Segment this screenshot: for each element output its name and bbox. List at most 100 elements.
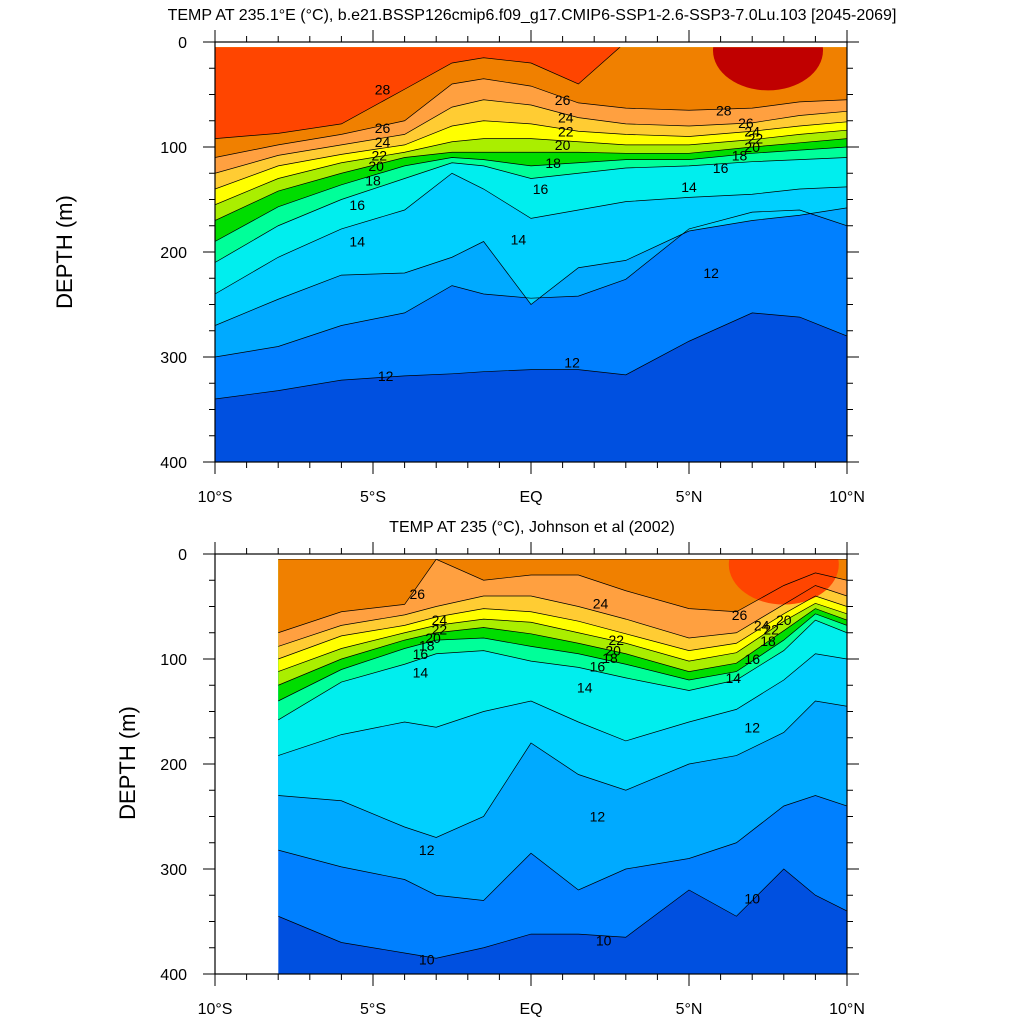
contour-label: 20	[425, 630, 441, 646]
warm-core-region	[728, 559, 839, 605]
isotherm-line	[215, 99, 847, 174]
contour-label: 20	[776, 612, 792, 628]
y-tick-label: 0	[178, 35, 187, 52]
bottom-panel-title: TEMP AT 235 (°C), Johnson et al (2002)	[389, 519, 675, 536]
isotherm-line	[278, 559, 847, 634]
contour-label: 24	[558, 110, 574, 126]
temperature-band	[278, 559, 847, 633]
contour-label: 16	[349, 197, 365, 213]
y-tick-label: 400	[160, 967, 187, 984]
warm-core-region	[713, 47, 823, 91]
temperature-band	[278, 554, 847, 559]
isotherm-line	[215, 172, 847, 295]
y-tick-label: 300	[160, 350, 187, 367]
isotherm-line	[278, 795, 847, 901]
contour-label: 16	[413, 646, 429, 662]
contour-label: 14	[413, 665, 429, 681]
contour-label: 10	[744, 890, 760, 906]
contour-label: 26	[732, 607, 748, 623]
contour-label: 24	[593, 595, 609, 611]
contour-label: 28	[716, 102, 732, 118]
contour-label: 12	[744, 719, 760, 735]
isotherm-line	[278, 585, 847, 647]
contour-label: 10	[419, 951, 435, 967]
x-tick-label: EQ	[519, 1001, 542, 1018]
contour-label: 10	[596, 932, 612, 948]
isotherm-line	[278, 700, 847, 838]
panel-1-plot: 010020030040010°S5°SEQ5°N10°N26242220181…	[160, 542, 865, 1018]
contour-label: 14	[349, 234, 365, 250]
contour-label: 24	[754, 617, 770, 633]
contour-label: 12	[590, 809, 606, 825]
y-tick-label: 200	[160, 245, 187, 262]
x-tick-label: 10°N	[829, 1001, 865, 1018]
y-tick-label: 200	[160, 757, 187, 774]
contour-label: 26	[375, 120, 391, 136]
contour-label: 18	[419, 637, 435, 653]
bottom-panel-y-axis-label: DEPTH (m)	[115, 706, 140, 820]
contour-label: 22	[748, 131, 764, 147]
contour-label: 14	[681, 179, 697, 195]
x-tick-label: EQ	[519, 489, 542, 506]
isotherm-line	[278, 653, 847, 756]
contour-label: 26	[738, 115, 754, 131]
isotherm-line	[215, 129, 847, 206]
contour-label: 26	[409, 586, 425, 602]
contour-label: 22	[609, 632, 625, 648]
isotherm-line	[215, 47, 621, 139]
isotherm-line	[215, 207, 847, 326]
isotherm-line	[215, 146, 847, 242]
contour-label: 18	[545, 155, 561, 171]
contour-label: 14	[577, 679, 593, 695]
x-tick-label: 5°S	[360, 1001, 386, 1018]
isotherm-line	[215, 78, 847, 158]
panel-0-fill	[215, 47, 847, 462]
y-tick-label: 300	[160, 862, 187, 879]
x-tick-label: 10°N	[829, 489, 865, 506]
isotherm-line	[278, 868, 847, 959]
contour-label: 12	[564, 354, 580, 370]
contour-label: 24	[744, 123, 760, 139]
contour-label: 22	[432, 622, 448, 638]
contour-label: 18	[732, 147, 748, 163]
isotherm-line	[278, 595, 847, 660]
top-panel-y-axis-label: DEPTH (m)	[52, 195, 77, 309]
contour-label: 18	[760, 633, 776, 649]
contour-label: 18	[365, 173, 381, 189]
x-tick-label: 10°S	[198, 489, 233, 506]
top-panel-title: TEMP AT 235.1°E (°C), b.e21.BSSP126cmip6…	[168, 7, 897, 24]
contour-label: 12	[703, 265, 719, 281]
contour-label: 16	[744, 651, 760, 667]
y-tick-label: 0	[178, 547, 187, 564]
contour-label: 22	[372, 147, 388, 163]
contour-label: 12	[419, 842, 435, 858]
isotherm-line	[278, 619, 847, 721]
y-tick-label: 100	[160, 652, 187, 669]
isotherm-line	[215, 157, 847, 263]
contour-label: 22	[558, 123, 574, 139]
contour-label: 22	[763, 622, 779, 638]
temperature-band	[215, 47, 620, 139]
contour-label: 24	[432, 612, 448, 628]
isotherm-line	[278, 602, 847, 672]
y-tick-label: 400	[160, 455, 187, 472]
contour-label: 12	[378, 368, 394, 384]
isotherm-line	[215, 312, 847, 400]
panel-1-fill	[278, 554, 847, 974]
contour-label: 28	[375, 81, 391, 97]
x-tick-label: 5°N	[676, 1001, 703, 1018]
x-tick-label: 5°S	[360, 489, 386, 506]
contour-label: 26	[555, 92, 571, 108]
contour-label: 16	[590, 658, 606, 674]
isotherm-line	[215, 120, 847, 190]
contour-label: 16	[713, 160, 729, 176]
contour-label: 20	[368, 158, 384, 174]
x-tick-label: 10°S	[198, 1001, 233, 1018]
contour-label: 18	[602, 650, 618, 666]
isotherm-line	[278, 613, 847, 702]
isotherm-line	[278, 608, 847, 686]
contour-label: 16	[533, 181, 549, 197]
contour-label: 24	[375, 134, 391, 150]
